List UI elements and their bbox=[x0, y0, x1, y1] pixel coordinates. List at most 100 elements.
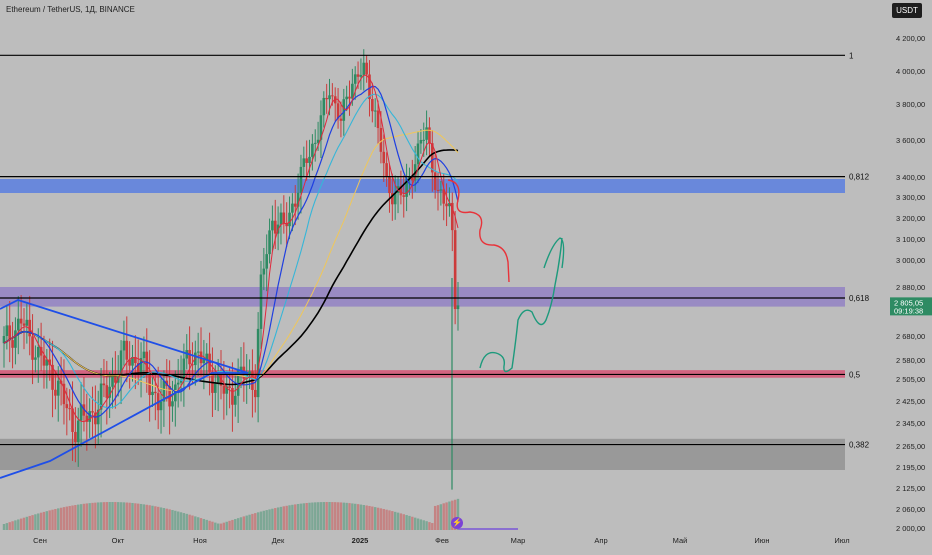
price-axis-label: 3 600,00 bbox=[896, 136, 925, 145]
volume-bar bbox=[185, 513, 188, 530]
candle-body bbox=[299, 166, 303, 193]
candle-body bbox=[105, 385, 109, 398]
volume-bar bbox=[159, 507, 163, 530]
volume-bar bbox=[37, 513, 40, 530]
candle-body bbox=[11, 340, 14, 348]
volume-bar bbox=[85, 503, 89, 530]
candle-body bbox=[119, 350, 123, 377]
candle-body bbox=[202, 359, 206, 364]
time-axis-label: Фев bbox=[435, 536, 449, 545]
currency-button[interactable]: USDT bbox=[892, 3, 922, 18]
candle-body bbox=[450, 202, 454, 231]
time-axis-label: Май bbox=[673, 536, 688, 545]
price-axis-label: 3 200,00 bbox=[896, 214, 925, 223]
volume-bar bbox=[348, 503, 351, 530]
volume-bar bbox=[214, 522, 217, 530]
candle-body bbox=[388, 176, 391, 194]
volume-bar bbox=[265, 510, 268, 530]
candle-body bbox=[345, 96, 348, 100]
candle-body bbox=[425, 127, 428, 140]
volume-bar bbox=[296, 503, 300, 530]
volume-bar bbox=[179, 512, 183, 530]
volume-bar bbox=[176, 511, 180, 530]
candle-body bbox=[233, 395, 237, 405]
candle-body bbox=[8, 325, 12, 341]
volume-bar bbox=[334, 502, 337, 530]
volume-bar bbox=[245, 515, 248, 530]
flash-icon[interactable]: ⚡ bbox=[451, 517, 463, 529]
candle-body bbox=[136, 363, 140, 373]
fib-level-label: 0,382 bbox=[849, 441, 870, 450]
volume-bar bbox=[219, 523, 223, 530]
candle-body bbox=[99, 383, 103, 410]
volume-bar bbox=[436, 505, 440, 530]
volume-bar bbox=[5, 523, 9, 530]
volume-bar bbox=[376, 507, 380, 530]
candle-body bbox=[128, 359, 131, 366]
candle-body bbox=[288, 212, 291, 227]
volume-bar bbox=[251, 513, 254, 530]
volume-bar bbox=[168, 509, 171, 530]
price-axis-label: 3 800,00 bbox=[896, 100, 925, 109]
volume-bar bbox=[31, 515, 34, 530]
candle-body bbox=[259, 274, 263, 329]
volume-bar bbox=[119, 502, 123, 530]
volume-bar bbox=[319, 502, 323, 530]
volume-bar bbox=[259, 511, 263, 530]
ma-red-line bbox=[3, 74, 459, 423]
volume-bar bbox=[382, 508, 385, 530]
volume-bar bbox=[108, 502, 111, 530]
candle-body bbox=[365, 62, 368, 75]
volume-bar bbox=[71, 505, 74, 530]
volume-bar bbox=[236, 518, 240, 530]
candle-body bbox=[159, 401, 163, 411]
candle-body bbox=[56, 380, 60, 396]
candle-body bbox=[442, 189, 446, 204]
candle-body bbox=[316, 139, 320, 143]
volume-bar bbox=[359, 504, 363, 530]
volume-bar bbox=[34, 514, 37, 530]
price-axis-label: 4 000,00 bbox=[896, 67, 925, 76]
volume-bar bbox=[336, 502, 340, 530]
candle-body bbox=[433, 172, 437, 190]
volume-bar bbox=[448, 501, 451, 530]
volume-bar bbox=[28, 515, 31, 530]
volume-bar bbox=[88, 503, 91, 530]
volume-bar bbox=[274, 508, 277, 530]
volume-bar bbox=[77, 504, 80, 530]
zone-blue bbox=[0, 179, 845, 193]
time-axis-label: Ноя bbox=[193, 536, 207, 545]
price-axis-label: 2 345,00 bbox=[896, 419, 925, 428]
candle-body bbox=[65, 404, 69, 409]
candle-body bbox=[313, 142, 317, 144]
volume-bar bbox=[111, 502, 114, 530]
candle-body bbox=[34, 357, 37, 360]
candle-body bbox=[205, 353, 209, 360]
volume-bar bbox=[242, 516, 246, 530]
volume-bar bbox=[51, 509, 54, 530]
candle-body bbox=[19, 318, 23, 324]
volume-bar bbox=[54, 509, 57, 530]
volume-bar bbox=[271, 508, 274, 530]
volume-bar bbox=[142, 504, 146, 530]
candle-body bbox=[359, 74, 363, 77]
volume-bar bbox=[419, 519, 423, 530]
candle-body bbox=[248, 371, 251, 374]
candle-body bbox=[268, 230, 271, 255]
volume-bar bbox=[385, 509, 388, 530]
candle-body bbox=[362, 62, 366, 75]
volume-bar bbox=[262, 510, 266, 530]
price-axis-label: 2 680,00 bbox=[896, 332, 925, 341]
candle-body bbox=[236, 370, 240, 396]
candle-body bbox=[391, 193, 394, 205]
volume-bar bbox=[11, 521, 14, 530]
volume-bar bbox=[291, 504, 294, 530]
price-axis-label: 2 195,00 bbox=[896, 463, 925, 472]
volume-bar bbox=[399, 513, 403, 530]
candle-body bbox=[336, 103, 340, 119]
volume-bar bbox=[162, 508, 166, 530]
candle-body bbox=[351, 83, 354, 99]
candle-body bbox=[142, 351, 146, 359]
